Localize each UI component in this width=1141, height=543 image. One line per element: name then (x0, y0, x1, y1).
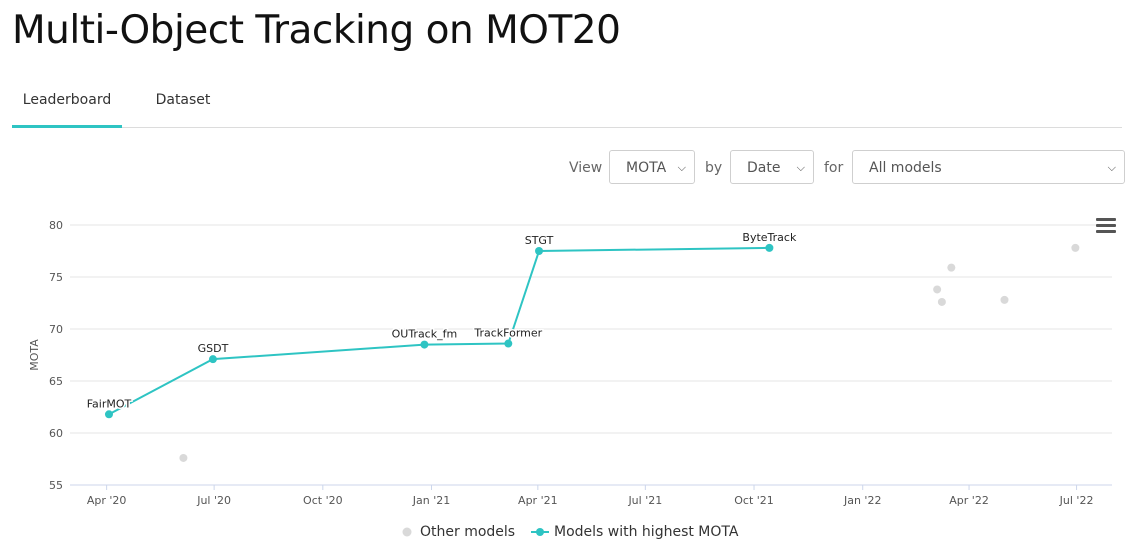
legend-best-marker (531, 528, 549, 536)
x-tick-label: Jan '21 (412, 494, 450, 507)
x-tick-label: Jul '22 (1059, 494, 1094, 507)
y-axis-title: MOTA (28, 339, 41, 371)
tab-bar: Leaderboard Dataset (12, 78, 1122, 128)
best-model-label: FairMOT (87, 397, 132, 410)
best-model-point (104, 410, 113, 419)
legend-other-label: Other models (420, 524, 516, 540)
chart-controls: View MOTA ⌵ by Date ⌵ for All models ⌵ (0, 150, 1141, 186)
x-tick-label: Apr '20 (87, 494, 127, 507)
legend-best-models[interactable]: Models with highest MOTA (530, 521, 738, 543)
chevron-down-icon: ⌵ (1107, 161, 1116, 174)
other-model-point (1000, 295, 1009, 304)
y-tick-label: 65 (49, 375, 63, 388)
tab-dataset[interactable]: Dataset (155, 92, 211, 108)
best-models-line (108, 246, 770, 416)
y-tick-label: 55 (49, 479, 63, 492)
best-model-label: GSDT (198, 342, 229, 355)
other-model-point (1071, 243, 1080, 252)
other-model-point (947, 263, 956, 272)
view-label: View (569, 160, 603, 176)
best-model-label: OUTrack_fm (392, 328, 458, 341)
y-tick-label: 70 (49, 323, 63, 336)
order-select[interactable]: Date ⌵ (730, 150, 814, 184)
by-label: by (705, 160, 723, 176)
legend-other-models[interactable]: Other models (402, 521, 515, 543)
other-model-point (937, 297, 946, 306)
x-tick-label: Oct '20 (303, 494, 343, 507)
y-tick-label: 60 (49, 427, 63, 440)
other-model-point (933, 285, 942, 294)
chart-area: 55 60 65 70 75 80 Apr '20 Jul '20 Oct '20 Jan '21… (0, 200, 1141, 543)
x-tick-label: Jan '22 (843, 494, 881, 507)
legend-other-marker (402, 527, 412, 537)
x-tick-label: Jul '20 (196, 494, 231, 507)
x-tick-label: Apr '22 (949, 494, 989, 507)
best-model-point (208, 355, 217, 364)
chevron-down-icon: ⌵ (796, 161, 805, 174)
tab-leaderboard[interactable]: Leaderboard (12, 78, 122, 128)
legend-best-label: Models with highest MOTA (554, 524, 739, 540)
chart-legend: Other models Models with highest MOTA (0, 521, 1141, 543)
best-model-label: STGT (525, 234, 554, 247)
best-model-label: TrackFormer (473, 327, 542, 340)
best-model-point (765, 243, 774, 252)
best-model-point (420, 340, 429, 349)
model-filter-value: All models (869, 160, 942, 176)
x-tick-label: Jul '21 (627, 494, 662, 507)
other-model-point (179, 453, 188, 462)
model-filter-select[interactable]: All models ⌵ (852, 150, 1125, 184)
hamburger-menu-icon[interactable] (1096, 218, 1116, 234)
metric-select-value: MOTA (626, 160, 667, 176)
order-select-value: Date (747, 160, 781, 176)
x-tick-label: Apr '21 (518, 494, 558, 507)
best-model-point (504, 339, 513, 348)
y-tick-label: 80 (49, 219, 63, 232)
best-model-point (535, 247, 544, 255)
mota-chart: 55 60 65 70 75 80 Apr '20 Jul '20 Oct '20 Jan '21… (28, 219, 1112, 507)
page-title: Multi-Object Tracking on MOT20 (12, 8, 621, 53)
y-tick-label: 75 (49, 271, 63, 284)
best-model-label: ByteTrack (742, 231, 797, 244)
metric-select[interactable]: MOTA ⌵ (609, 150, 695, 184)
x-tick-label: Oct '21 (734, 494, 774, 507)
for-label: for (824, 160, 844, 176)
chevron-down-icon: ⌵ (677, 161, 686, 174)
